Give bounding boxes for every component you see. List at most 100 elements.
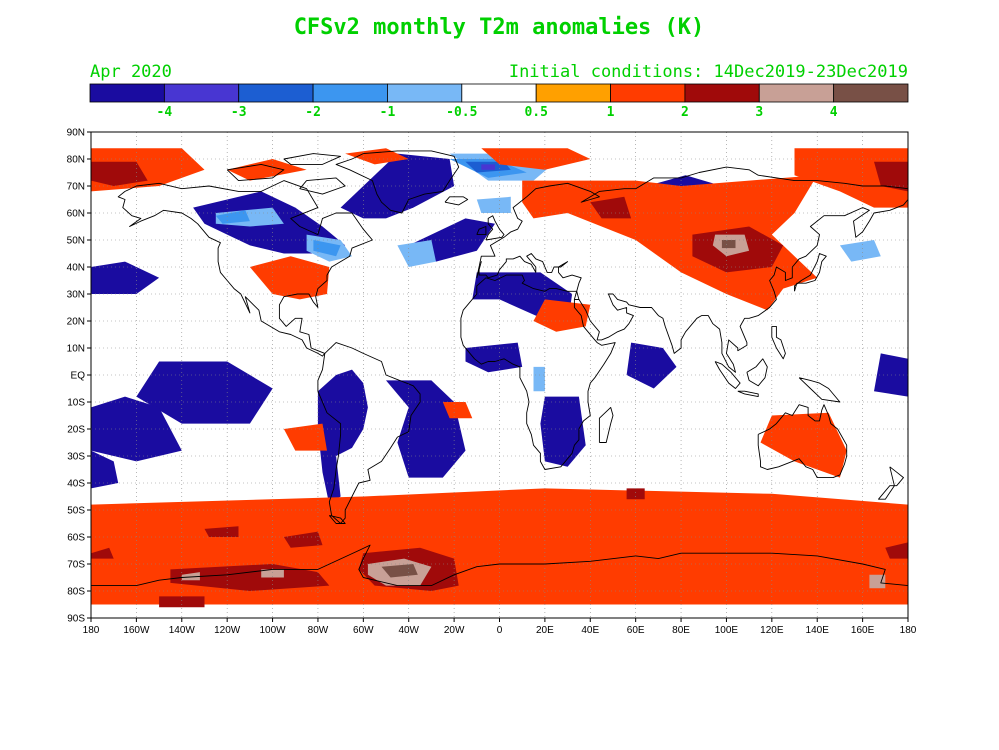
coastline	[283, 153, 342, 165]
anomaly-region	[215, 210, 250, 224]
lat-tick-label: 90N	[67, 128, 85, 139]
lat-tick-label: 50N	[67, 236, 85, 247]
lat-tick-label: EQ	[71, 371, 86, 382]
anomaly-region	[91, 261, 160, 294]
anomaly-region	[227, 159, 307, 181]
lat-tick-label: 70S	[67, 560, 85, 571]
colorbar-tick-label: -1	[380, 105, 396, 120]
anomaly-region	[159, 596, 205, 608]
lat-tick-label: 60N	[67, 209, 85, 220]
coastline	[746, 358, 768, 387]
anomaly-region	[91, 450, 119, 489]
colorbar-tick-label: -3	[231, 105, 247, 120]
lat-tick-label: 30N	[67, 290, 85, 301]
coastlines	[91, 150, 908, 587]
lon-tick-label: 140E	[806, 625, 830, 636]
anomaly-region	[476, 196, 511, 213]
anomaly-region	[261, 569, 284, 578]
lon-tick-label: 40W	[398, 625, 419, 636]
lat-tick-label: 10N	[67, 344, 85, 355]
lon-tick-label: 60E	[627, 625, 645, 636]
anomaly-region	[874, 161, 908, 192]
coastline	[299, 177, 346, 195]
colorbar-tick-label: -2	[305, 105, 321, 120]
anomaly-region	[885, 542, 908, 559]
anomaly-region	[481, 164, 495, 170]
colorbar-swatch	[684, 83, 760, 103]
anomaly-region	[533, 366, 545, 392]
anomaly-region	[91, 396, 182, 462]
anomaly-region	[313, 240, 341, 257]
colorbar-swatch	[312, 83, 388, 103]
coastline	[476, 226, 487, 236]
anomaly-region	[136, 361, 273, 424]
coastline	[794, 253, 827, 292]
anomaly-region	[540, 396, 586, 467]
colorbar-tick-label: -4	[157, 105, 173, 120]
anomaly-region	[381, 564, 418, 578]
coastline	[226, 163, 285, 182]
lat-tick-label: 80N	[67, 155, 85, 166]
anomaly-region	[170, 564, 330, 591]
colorbar-tick-label: 4	[830, 105, 838, 120]
chart-title: CFSv2 monthly T2m anomalies (K)	[294, 15, 705, 40]
colorbar-tick-label: 1	[607, 105, 615, 120]
lat-tick-label: 10S	[67, 398, 85, 409]
coastline	[771, 325, 786, 360]
coastline	[798, 377, 841, 403]
anomaly-region	[340, 153, 455, 219]
anomaly-region	[626, 342, 677, 389]
coastline	[91, 544, 908, 587]
anomaly-region	[626, 488, 645, 500]
anomaly-region	[283, 531, 323, 548]
coastline	[714, 361, 741, 389]
anomaly-region	[91, 547, 114, 559]
coastline	[460, 274, 616, 470]
lat-tick-label: 60S	[67, 533, 85, 544]
anomaly-region	[345, 148, 409, 165]
coastline	[335, 150, 460, 214]
longitude-axis: 180 160W 140W 120W 100W 80W 60W 40W 20W 0 20E 40E 60…	[83, 618, 917, 636]
lon-tick-label: 100E	[715, 625, 739, 636]
anomaly-region	[181, 572, 200, 581]
anomaly-region	[869, 574, 886, 589]
coastline	[878, 466, 904, 500]
colorbar-tick-label: -0.5	[446, 105, 477, 120]
lon-tick-label: 100W	[259, 625, 286, 636]
colorbar-swatch	[833, 83, 909, 103]
initial-conditions-label: Initial conditions: 14Dec2019-23Dec2019	[509, 62, 908, 82]
lon-tick-label: 120W	[214, 625, 241, 636]
latitude-axis: 90N 80N 70N 60N 50N 40N 30N 20N 10N EQ 10S 20S 30S 40…	[67, 128, 91, 625]
lat-tick-label: 20S	[67, 425, 85, 436]
lon-tick-label: 160E	[851, 625, 875, 636]
coastline	[485, 215, 505, 241]
anomaly-region	[249, 256, 330, 300]
lon-tick-label: 180	[83, 625, 100, 636]
anomaly-region	[317, 369, 368, 505]
anomaly-region	[442, 402, 473, 419]
lat-tick-label: 70N	[67, 182, 85, 193]
lat-tick-label: 50S	[67, 506, 85, 517]
lon-tick-label: 20W	[444, 625, 465, 636]
lat-tick-label: 30S	[67, 452, 85, 463]
anomaly-region	[760, 412, 847, 478]
colorbar	[89, 83, 909, 103]
anomaly-region	[533, 299, 591, 332]
lon-tick-label: 80W	[308, 625, 329, 636]
lon-tick-label: 20E	[536, 625, 554, 636]
colorbar-swatch	[610, 83, 686, 103]
anomaly-region	[590, 196, 632, 219]
coastline	[476, 199, 908, 373]
anomaly-region	[721, 240, 736, 249]
coastline	[117, 180, 373, 357]
coastline	[757, 404, 848, 479]
anomaly-region	[397, 240, 436, 267]
colorbar-swatch	[163, 83, 240, 103]
lon-tick-label: 180	[900, 625, 917, 636]
coastline	[476, 166, 908, 278]
lat-tick-label: 40N	[67, 263, 85, 274]
anomaly-region	[91, 161, 148, 186]
colorbar-labels: -4 -3 -2 -1 -0.5 0.5 1 2 3 4	[157, 105, 838, 120]
lon-tick-label: 160W	[123, 625, 150, 636]
